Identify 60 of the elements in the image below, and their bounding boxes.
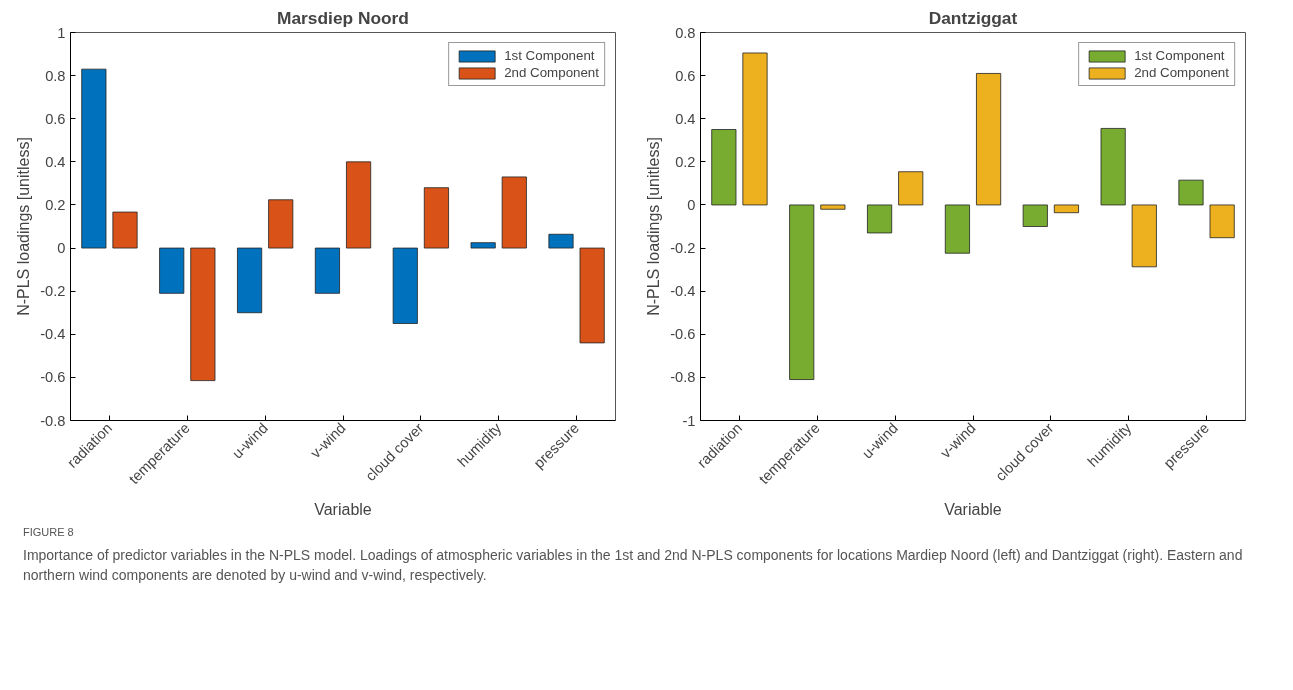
bar [470, 242, 496, 249]
bar [314, 247, 340, 294]
bar [711, 129, 737, 206]
y-tick-label: 0.6 [45, 110, 66, 127]
y-tick-label: -0.6 [670, 326, 696, 343]
y-axis-title: N-PLS loadings [unitless] [15, 137, 33, 316]
text: Importance of predictor variables in the N-PLS model. Loadings of atmospheric variables in the 1st and 2nd N-PLS components for locations Mardiep Noord (left) and Dantziggat (right). Eastern and northern wind components are denoted by u-wind and v-wind, respectively. [23, 545, 1244, 585]
y-tick-label: 0.4 [675, 110, 696, 127]
y-tick-label: -0.2 [40, 283, 66, 300]
y-tick-label: 1 [57, 24, 66, 41]
chart-title: Dantziggat [928, 7, 1018, 28]
y-tick-label: 0.4 [45, 153, 66, 170]
bar [789, 204, 815, 380]
bar [898, 171, 924, 206]
y-tick-label: 0.8 [675, 24, 696, 41]
y-tick-label: -1 [682, 412, 696, 429]
bar [237, 247, 263, 314]
y-axis-title: N-PLS loadings [unitless] [645, 137, 663, 316]
bar [548, 233, 574, 249]
bar [112, 211, 138, 249]
bar [1178, 179, 1204, 206]
bar [1209, 204, 1235, 239]
bar [1100, 128, 1126, 206]
bar [190, 247, 216, 382]
y-tick-label: 0.2 [675, 153, 696, 170]
y-tick-label: -0.4 [40, 326, 66, 343]
bar [1053, 204, 1079, 214]
x-axis-title: Variable [944, 500, 1002, 518]
bar [81, 68, 107, 249]
y-tick-label: 0.6 [675, 67, 696, 84]
bar [423, 187, 449, 249]
caption: FIGURE 8 [23, 525, 75, 540]
bar [159, 247, 185, 294]
bar [579, 247, 605, 344]
bar [268, 199, 294, 249]
y-tick-label: -0.4 [670, 283, 696, 300]
y-tick-label: -0.2 [670, 240, 696, 257]
bar [1022, 204, 1048, 227]
y-tick-label: 0.2 [45, 196, 66, 213]
bar [820, 204, 846, 210]
legend-label: 2nd Component [1134, 65, 1229, 80]
bar [742, 52, 768, 206]
legend-label: 2nd Component [504, 65, 599, 80]
y-tick-label: -0.8 [40, 412, 66, 429]
legend-label: 1st Component [1134, 48, 1225, 63]
bar [976, 73, 1002, 206]
y-tick-label: -0.8 [670, 369, 696, 386]
legend-label: 1st Component [504, 48, 595, 63]
y-tick-label: 0 [687, 196, 696, 213]
bar [346, 161, 372, 249]
bar [501, 176, 527, 249]
x-axis-title: Variable [314, 500, 372, 518]
y-tick-label: 0 [57, 240, 66, 257]
y-tick-label: -0.6 [40, 369, 66, 386]
y-tick-label: 0.8 [45, 67, 66, 84]
bar [867, 204, 893, 234]
bar [1131, 204, 1157, 268]
bar [944, 204, 970, 254]
chart-title: Marsdiep Noord [277, 7, 409, 28]
bar [392, 247, 418, 324]
